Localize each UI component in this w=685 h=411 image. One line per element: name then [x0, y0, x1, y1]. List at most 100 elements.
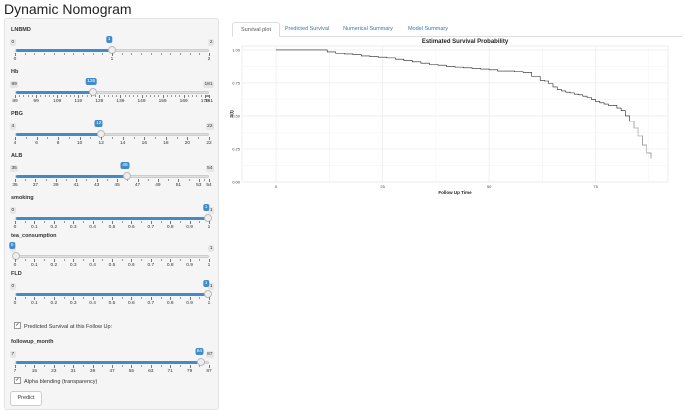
slider-tick-minor — [25, 137, 27, 139]
slider-tick-label: 79 — [186, 369, 193, 374]
slider-tick-minor — [131, 53, 133, 55]
tab-survival-plot[interactable]: Survival plot — [232, 22, 280, 37]
slider-tick-label: 53 — [196, 183, 202, 188]
sidebar-panel: LNBMD 0 2 1 0 1 2 Hb 89 181 126 89 99 109 119 129 139 149… — [4, 18, 219, 410]
y-tick-label: 1.00 — [232, 47, 241, 52]
slider-tick-label: 0.3 — [69, 301, 77, 306]
slider-tick-label: 87 — [206, 369, 212, 374]
slider-tick-minor — [19, 95, 21, 97]
slider-tick-label: 16 — [141, 141, 147, 146]
slider-tick-minor — [196, 95, 198, 97]
slider-tick-minor — [189, 53, 191, 55]
slider-tick-minor — [179, 259, 181, 261]
slider-handle[interactable] — [89, 88, 98, 96]
slider-tick-minor — [149, 95, 151, 97]
slider-ticks — [15, 297, 210, 302]
slider-tick-minor — [170, 53, 172, 55]
slider-tick-minor — [188, 179, 190, 181]
slider-handle[interactable] — [204, 290, 212, 298]
slider-track[interactable] — [15, 358, 209, 366]
slider-smoking[interactable]: smoking 0 1 1 0 0.1 0.2 0.3 0.4 0.5 0.6 0.7 0.8 0.9 1 — [10, 195, 214, 231]
slider-handle[interactable] — [204, 214, 212, 222]
tab-predicted-survival[interactable]: Predicted Survival — [284, 26, 330, 32]
slider-tick-major — [55, 179, 57, 182]
slider-handle[interactable] — [196, 358, 205, 366]
slider-tick-minor — [112, 95, 113, 97]
tab-numerical-summary[interactable]: Numerical Summary — [343, 26, 393, 32]
slider-track[interactable] — [15, 130, 209, 138]
slider-tick-major — [131, 297, 133, 300]
slider-tick-label: 47 — [134, 183, 141, 188]
slider-tick-minor — [160, 259, 162, 261]
slider-tick-minor — [203, 179, 205, 181]
slider-tick-minor — [176, 137, 178, 139]
slider-tick-major — [189, 365, 191, 368]
slider-tick-major — [112, 297, 113, 300]
slider-tick-minor — [23, 95, 25, 97]
slider-tick-label: 20 — [184, 141, 191, 146]
predict-button[interactable]: Predict — [10, 391, 42, 406]
slider-tick-minor — [145, 95, 147, 97]
slider-hb[interactable]: Hb 89 181 126 89 99 109 119 129 139 149 159 169 179 18… — [10, 69, 214, 105]
slider-handle[interactable] — [12, 252, 20, 260]
alpha-blending-label: Alpha blending (transparency) — [24, 378, 98, 385]
checkbox-alpha-box[interactable]: ✓ — [14, 377, 21, 384]
slider-tick-minor — [82, 95, 84, 97]
slider-tick-minor — [207, 95, 209, 97]
slider-tick-major — [209, 221, 210, 224]
x-axis-label: Follow Up Time — [438, 190, 472, 195]
slider-tick-label: 37 — [32, 183, 39, 188]
slider-track[interactable] — [15, 214, 212, 222]
slider-tick-minor — [160, 221, 162, 223]
slider-tick-minor — [106, 179, 108, 181]
slider-tick-minor — [24, 365, 26, 367]
slider-tick-major — [170, 365, 172, 368]
alpha-blending-checkbox[interactable]: ✓ Alpha blending (transparency) — [14, 377, 98, 385]
slider-handle[interactable] — [123, 172, 132, 180]
slider-min-badge: 89 — [10, 81, 19, 88]
slider-tick-labels: 0 1 2 — [14, 57, 211, 63]
slider-lnbmd[interactable]: LNBMD 0 2 1 0 1 2 — [10, 27, 214, 63]
y-tick-label: 0.75 — [232, 80, 241, 85]
slider-ticks — [15, 137, 210, 142]
slider-tick-label: 0.6 — [128, 301, 135, 306]
slider-followup[interactable]: followup_month 7 87 84 7 15 23 31 39 47 55 63 71 79 87 — [10, 339, 214, 375]
slider-tick-minor — [69, 95, 71, 97]
slider-track[interactable] — [15, 46, 209, 54]
predicted-survival-checkbox[interactable]: ✓ Predicted Survival at this Follow Up: — [14, 322, 112, 330]
slider-tick-minor — [154, 95, 156, 97]
slider-tick-label: 159 — [158, 99, 167, 104]
slider-tick-major — [78, 95, 80, 98]
slider-max-badge: 87 — [205, 351, 214, 358]
slider-min-badge: 7 — [10, 351, 16, 358]
slider-tick-label: 1 — [207, 225, 211, 230]
checkbox-predicted-box[interactable]: ✓ — [14, 322, 21, 329]
slider-tick-minor — [44, 365, 46, 367]
slider-alb[interactable]: ALB 35 54 46 35 37 39 41 43 45 47 49 51 53 54 — [10, 153, 214, 189]
slider-fld[interactable]: FLD 0 1 1 0 0.1 0.2 0.3 0.4 0.5 0.6 0.7 0.8 0.9 1 — [10, 271, 214, 307]
slider-tea[interactable]: tea_consumption01000.10.20.30.40.50.60.7… — [9, 233, 214, 269]
tab-model-summary[interactable]: Model Summary — [407, 26, 449, 32]
slider-tick-major — [165, 137, 167, 140]
slider-label: smoking — [11, 195, 34, 201]
slider-tick-minor — [24, 53, 26, 55]
slider-tick-label: 0.6 — [128, 225, 135, 230]
slider-ticks — [15, 365, 210, 370]
slider-tick-major — [183, 95, 185, 98]
slider-tick-minor — [82, 259, 84, 261]
slider-track[interactable] — [12, 252, 209, 260]
slider-track[interactable] — [15, 88, 209, 96]
slider-tick-label: 119 — [74, 99, 83, 104]
slider-label: followup_month — [11, 339, 54, 345]
slider-track[interactable] — [15, 290, 212, 298]
slider-tick-label: 0.6 — [128, 263, 135, 268]
slider-tick-labels: 0 0.1 0.2 0.3 0.4 0.5 0.6 0.7 0.8 0.9 1 — [14, 225, 211, 231]
slider-track[interactable] — [15, 172, 209, 180]
slider-tick-major — [198, 179, 200, 182]
slider-tick-label: 14 — [120, 141, 126, 146]
slider-tick-minor — [74, 95, 76, 97]
slider-pbg[interactable]: PBG 4 22 12 4 6 8 10 12 14 16 18 20 22 — [10, 111, 214, 147]
slider-tick-minor — [82, 365, 84, 367]
y-axis-label: S(t) — [230, 110, 234, 118]
slider-label: tea_consumption — [11, 233, 57, 239]
